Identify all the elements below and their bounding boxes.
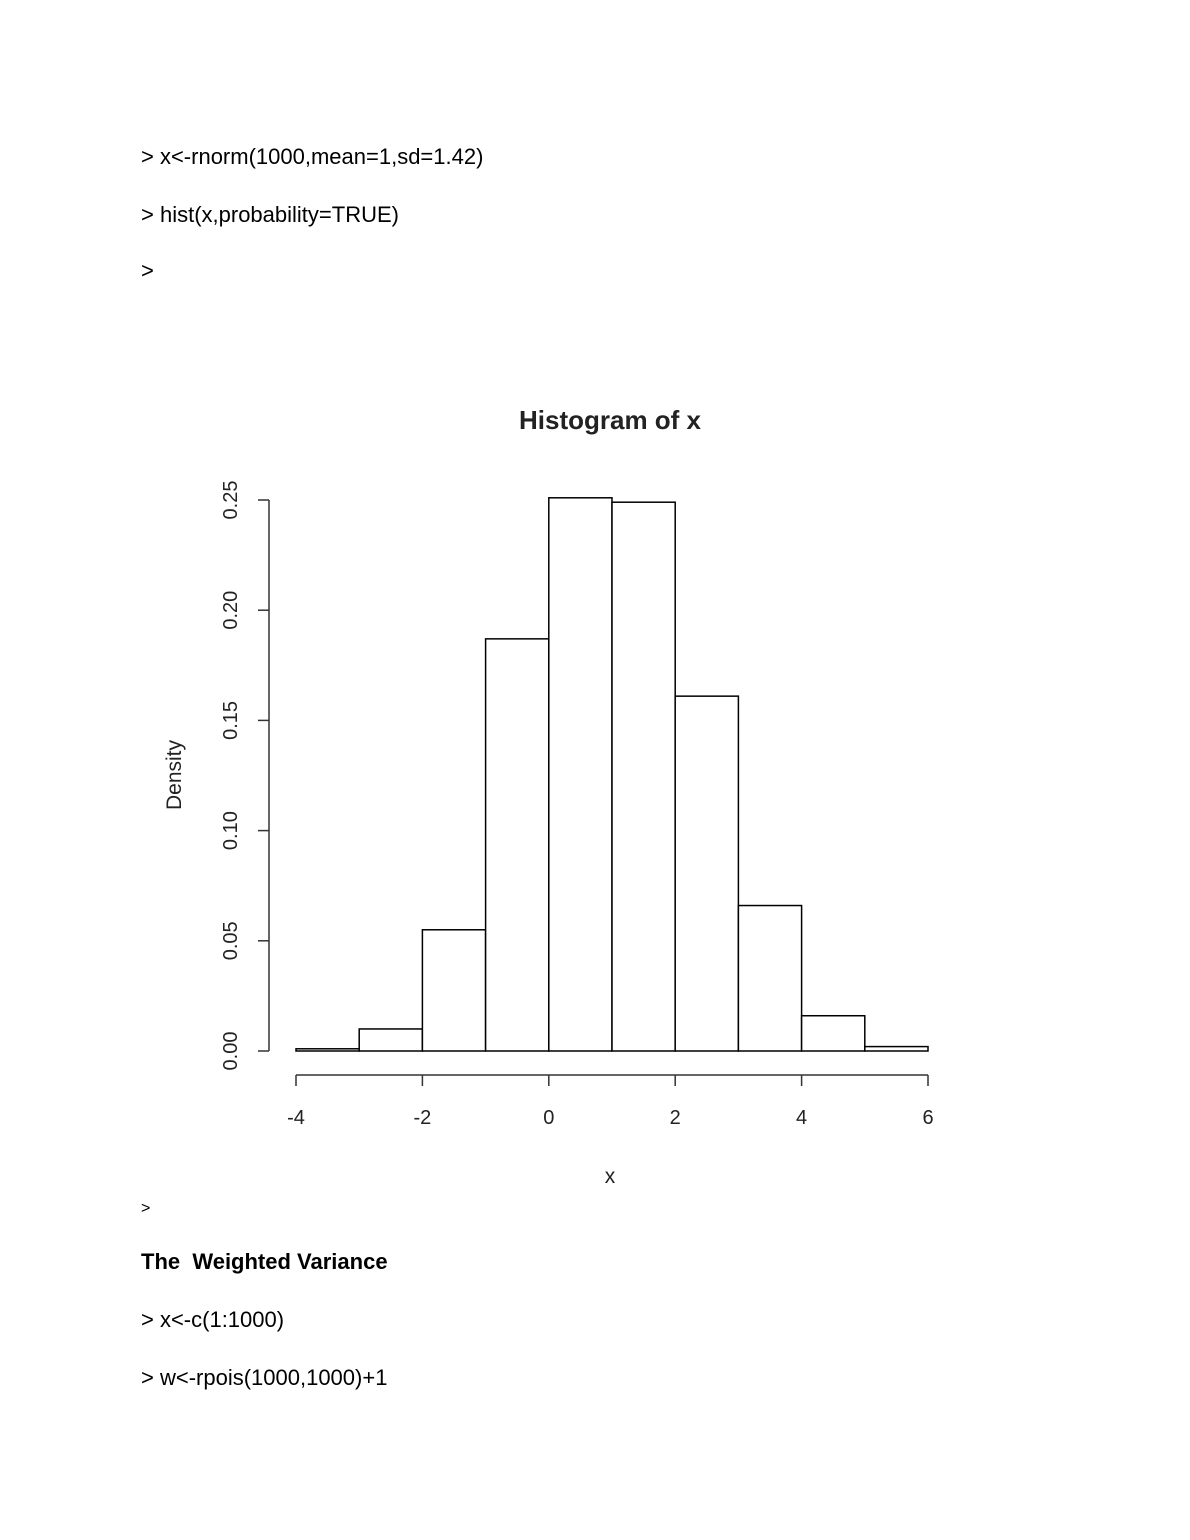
code-line-5: > w<-rpois(1000,1000)+1 [141, 1365, 388, 1390]
histogram-bar [864, 1045, 929, 1052]
code-line-3: > [141, 258, 154, 283]
histogram-bar [548, 497, 613, 1052]
code-line-1: > x<-rnorm(1000,mean=1,sd=1.42) [141, 144, 484, 169]
x-axis-label: x [605, 1165, 616, 1188]
x-tick-label: 6 [922, 1107, 933, 1129]
histogram-bar [674, 695, 740, 1052]
section-heading: The Weighted Variance [141, 1249, 388, 1274]
chart-title: Histogram of x [519, 405, 702, 435]
histogram-bar [800, 1014, 866, 1052]
x-tick-label: 4 [796, 1107, 807, 1129]
x-tick-label: -2 [414, 1107, 432, 1129]
code-line-2: > hist(x,probability=TRUE) [141, 202, 399, 227]
histogram-bar [484, 638, 550, 1052]
y-axis-label: Density [163, 739, 186, 810]
y-tick-label: 0.25 [220, 481, 242, 520]
histogram-bar [737, 904, 803, 1052]
histogram-bar [295, 1048, 360, 1052]
y-tick-label: 0.10 [220, 811, 242, 850]
x-tick-label: 2 [670, 1107, 681, 1129]
x-tick-label: -4 [287, 1107, 305, 1129]
y-tick-label: 0.20 [220, 591, 242, 630]
histogram-bar [611, 501, 676, 1052]
y-tick-label: 0.05 [220, 921, 242, 960]
histogram-bar [358, 1028, 424, 1052]
x-tick-label: 0 [543, 1107, 554, 1129]
histogram-bar [421, 929, 487, 1052]
prompt-line: > [141, 1200, 151, 1217]
y-tick-label: 0.00 [220, 1032, 242, 1071]
code-line-4: > x<-c(1:1000) [141, 1307, 285, 1332]
y-tick-label: 0.15 [220, 701, 242, 740]
